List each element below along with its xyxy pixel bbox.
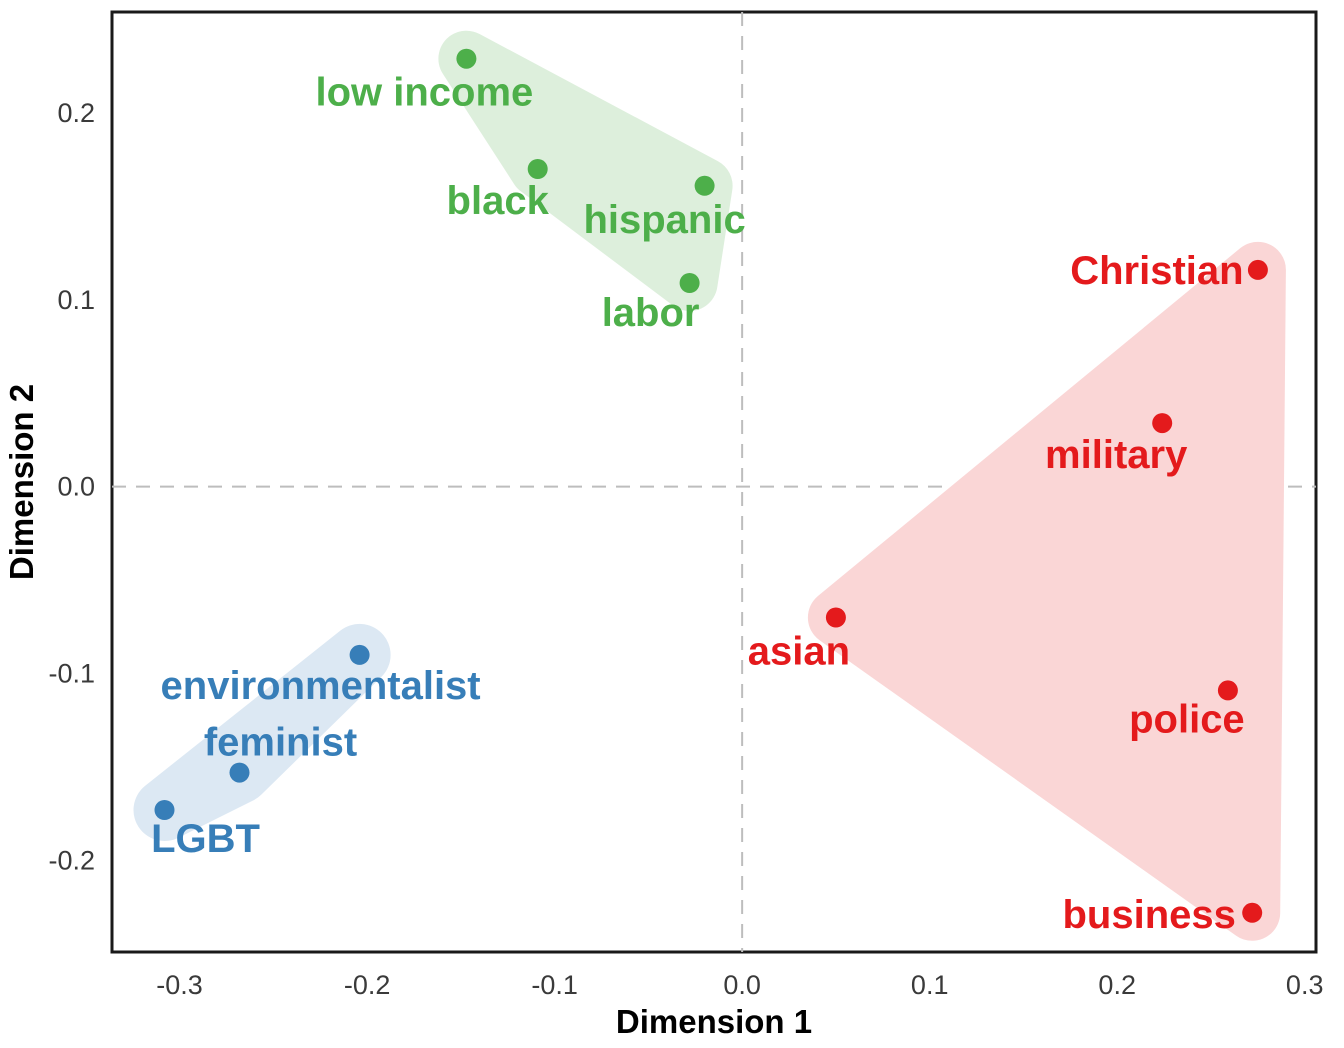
data-point-black [527, 159, 548, 179]
x-tick-0.0: 0.0 [723, 970, 761, 1000]
data-point-hispanic [694, 175, 715, 196]
point-label-labor: labor [602, 291, 700, 335]
data-point-labor [679, 273, 700, 293]
y-tick-0.0: 0.0 [57, 472, 95, 502]
point-label-low-income: low income [315, 71, 533, 115]
point-label-LGBT: LGBT [151, 817, 260, 861]
point-label-business: business [1062, 893, 1235, 937]
point-labels: low income black hispanic labor Christian mil… [151, 71, 1245, 937]
point-label-hispanic: hispanic [583, 198, 745, 242]
y-tick--0.1: -0.1 [48, 659, 95, 689]
point-label-environmentalist: environmentalist [161, 664, 481, 708]
data-point-military [1152, 413, 1173, 434]
y-tick-0.1: 0.1 [57, 285, 95, 315]
data-point-Christian [1247, 259, 1268, 280]
y-tick--0.2: -0.2 [48, 845, 95, 875]
x-tick-0.2: 0.2 [1098, 970, 1136, 1000]
point-label-black: black [447, 179, 550, 223]
cluster-hulls [133, 30, 1286, 941]
point-label-Christian: Christian [1070, 249, 1243, 293]
x-tick-0.3: 0.3 [1286, 970, 1324, 1000]
data-points [154, 48, 1268, 923]
red-cluster-hull [807, 241, 1286, 941]
x-tick--0.2: -0.2 [344, 970, 391, 1000]
x-axis-tick-labels: -0.3 -0.2 -0.1 0.0 0.1 0.2 0.3 [156, 970, 1323, 1000]
data-point-LGBT [154, 800, 175, 820]
point-label-feminist: feminist [204, 721, 357, 765]
y-tick-0.2: 0.2 [57, 98, 95, 128]
data-point-police [1217, 680, 1238, 701]
data-point-environmentalist [349, 644, 370, 665]
x-tick--0.3: -0.3 [156, 970, 203, 1000]
x-tick-0.1: 0.1 [911, 970, 949, 1000]
data-point-business [1242, 902, 1263, 923]
point-label-asian: asian [748, 630, 850, 674]
point-label-police: police [1129, 697, 1245, 741]
blue-cluster-hull [133, 623, 391, 841]
y-axis-title: Dimension 2 [3, 384, 40, 580]
y-axis-tick-labels: 0.2 0.1 0.0 -0.1 -0.2 [48, 98, 95, 876]
point-label-military: military [1045, 433, 1188, 477]
zero-lines [112, 12, 1316, 952]
x-tick--0.1: -0.1 [531, 970, 578, 1000]
data-point-asian [825, 607, 846, 628]
data-point-low-income [456, 48, 477, 69]
x-axis-title: Dimension 1 [616, 1003, 812, 1040]
data-point-feminist [229, 762, 250, 783]
